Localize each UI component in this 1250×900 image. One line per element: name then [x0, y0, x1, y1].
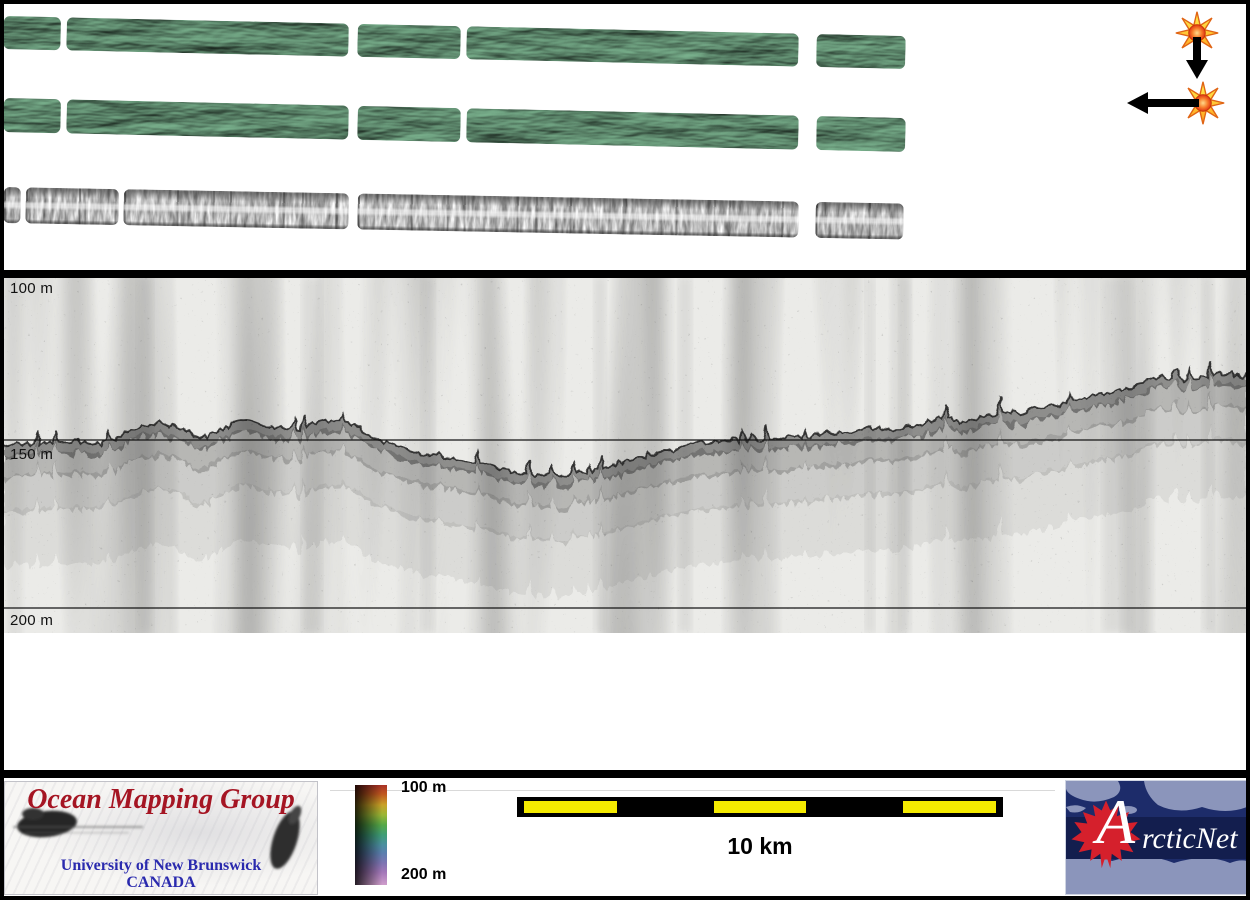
strip-row-bathymetry	[3, 98, 954, 152]
bathymetry-strip-segment	[466, 26, 799, 67]
arcticnet-initial: A	[1096, 786, 1136, 857]
arcticnet-logo: A rcticNet	[1065, 780, 1248, 895]
sidescan-shading	[25, 187, 119, 226]
sidescan-strip-segment	[123, 189, 349, 230]
omg-country-line: CANADA	[126, 874, 196, 891]
bathymetry-strip-segment	[66, 17, 349, 57]
arcticnet-map-art	[1066, 781, 1247, 894]
legend-footer: Ocean Mapping Group University of New Br…	[0, 778, 1250, 895]
sidescan-strip-segment	[815, 201, 904, 240]
scale-bar	[517, 797, 1003, 817]
depth-label-200m: 200 m	[10, 612, 54, 629]
scale-bar-label: 10 km	[727, 833, 793, 859]
bathymetry-strip-segment	[66, 99, 349, 140]
sidescan-shading	[3, 187, 21, 224]
bathymetry-strip-segment	[816, 116, 906, 152]
strip-row-sidescan	[3, 187, 954, 240]
omg-logo-sonar-art	[13, 805, 302, 869]
sidescan-strip-segment	[25, 187, 119, 226]
colorbar-top-label: 100 m	[401, 779, 447, 796]
omg-university-line: University of New Brunswick	[60, 857, 262, 874]
panel-divider-top	[0, 270, 1250, 278]
maple-leaf-icon	[1071, 800, 1141, 869]
sun-arrow-left-icon	[1127, 81, 1225, 125]
sun-arrow-down-icon	[1175, 11, 1219, 79]
sidescan-strip-segment	[357, 193, 799, 238]
panel-divider-bottom	[0, 770, 1250, 778]
sidescan-strip-segment	[3, 187, 21, 224]
omg-title: Ocean Mapping Group	[27, 784, 295, 815]
strip-row-bathymetry	[3, 16, 954, 69]
colorbar-bottom-label: 200 m	[401, 866, 447, 883]
scale-bar-segment	[618, 801, 712, 813]
bathymetry-strip-segment	[466, 108, 799, 150]
ocean-mapping-group-logo: Ocean Mapping Group University of New Br…	[4, 781, 318, 895]
scale-bar-segment	[524, 801, 617, 813]
sidescan-shading	[815, 201, 904, 240]
depth-colorbar	[355, 785, 387, 885]
bathymetry-strip-segment	[816, 34, 906, 69]
bathymetry-strip-segment	[3, 16, 61, 51]
bathymetry-strip-segment	[357, 23, 461, 60]
scale-bar-segment	[808, 801, 902, 813]
sidescan-shading	[123, 189, 349, 230]
arcticnet-wordmark: rcticNet	[1142, 822, 1238, 855]
scale-bar-segment	[903, 801, 996, 813]
bathymetry-strip-segment	[357, 105, 461, 143]
subbottom-profile-echogram	[4, 277, 1246, 633]
swath-panel	[3, 4, 1246, 270]
footer-rule	[330, 790, 1055, 791]
depth-label-100m: 100 m	[10, 280, 54, 297]
bathymetry-strip-segment	[3, 98, 61, 134]
depth-label-150m: 150 m	[10, 446, 54, 463]
depth-gridlines	[4, 439, 1246, 609]
sidescan-shading	[357, 193, 799, 238]
scale-bar-segment	[713, 801, 807, 813]
